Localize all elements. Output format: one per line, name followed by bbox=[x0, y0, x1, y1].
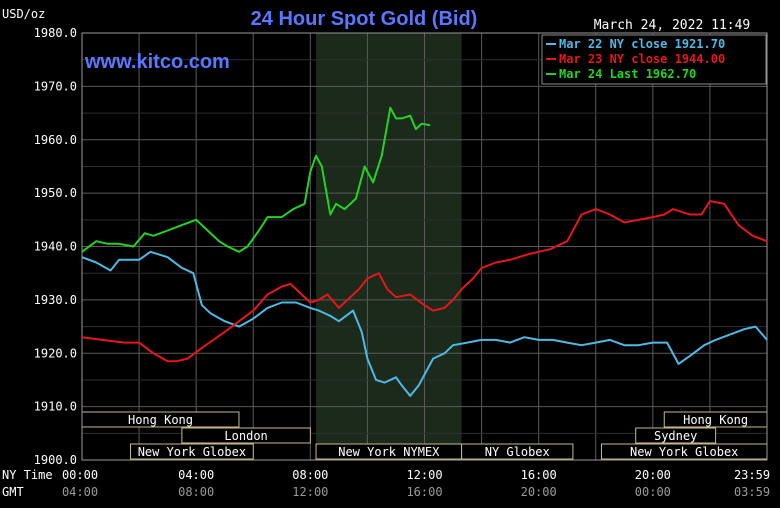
session-label: Sydney bbox=[654, 429, 697, 443]
y-tick-label: 1960.0 bbox=[34, 133, 77, 147]
session-bar bbox=[181, 427, 311, 444]
series-line-3 bbox=[81, 106, 431, 253]
chart-timestamp: March 24, 2022 11:49 bbox=[594, 18, 751, 33]
ny-time-row-label: NY Time bbox=[2, 468, 53, 482]
x-tick-label-ny: 04:00 bbox=[178, 468, 214, 482]
x-tick-label-gmt: 16:00 bbox=[406, 485, 442, 499]
y-tick-label: 1940.0 bbox=[34, 240, 77, 254]
legend-box bbox=[541, 34, 767, 85]
y-tick-label: 1980.0 bbox=[34, 26, 77, 40]
x-tick-label-gmt: 03:59 bbox=[734, 485, 770, 499]
x-tick-label-ny: 08:00 bbox=[292, 468, 328, 482]
y-tick-label: 1910.0 bbox=[34, 400, 77, 414]
legend-entry: Mar 22 NY close 1921.70 bbox=[559, 37, 725, 51]
y-tick-label: 1970.0 bbox=[34, 79, 77, 93]
y-tick-label: 1930.0 bbox=[34, 293, 77, 307]
x-tick-label-gmt: 00:00 bbox=[635, 485, 671, 499]
series-line-1 bbox=[81, 250, 768, 397]
x-tick-label-gmt: 04:00 bbox=[62, 485, 98, 499]
session-label: New York Globex bbox=[138, 445, 246, 459]
session-label: New York NYMEX bbox=[338, 445, 440, 459]
x-tick-label-gmt: 20:00 bbox=[521, 485, 557, 499]
chart-title: 24 Hour Spot Gold (Bid) bbox=[251, 8, 478, 30]
x-tick-label-gmt: 12:00 bbox=[292, 485, 328, 499]
legend-entry: Mar 24 Last 1962.70 bbox=[559, 67, 696, 81]
session-bar bbox=[635, 427, 717, 444]
session-label: New York Globex bbox=[630, 445, 738, 459]
plot-frame bbox=[81, 32, 768, 461]
x-tick-label-ny: 16:00 bbox=[521, 468, 557, 482]
y-tick-label: 1950.0 bbox=[34, 186, 77, 200]
x-tick-label-ny: 00:00 bbox=[62, 468, 98, 482]
session-label: NY Globex bbox=[485, 445, 550, 459]
legend-entry: Mar 23 NY close 1944.00 bbox=[559, 52, 725, 66]
gmt-row-label: GMT bbox=[2, 485, 24, 499]
session-bar bbox=[461, 443, 574, 460]
y-tick-label: 1920.0 bbox=[34, 346, 77, 360]
x-tick-label-ny: 12:00 bbox=[406, 468, 442, 482]
x-tick-label-ny: 23:59 bbox=[734, 468, 770, 482]
y-axis-unit-label: USD/oz bbox=[2, 7, 45, 21]
session-label: Hong Kong bbox=[128, 413, 193, 427]
watermark-text: www.kitco.com bbox=[84, 51, 230, 73]
x-tick-label-ny: 20:00 bbox=[635, 468, 671, 482]
x-tick-label-gmt: 08:00 bbox=[178, 485, 214, 499]
session-bar bbox=[130, 443, 254, 460]
y-tick-label: 1900.0 bbox=[34, 453, 77, 467]
session-label: London bbox=[224, 429, 267, 443]
session-label: Hong Kong bbox=[683, 413, 748, 427]
series-line-2 bbox=[81, 200, 768, 363]
